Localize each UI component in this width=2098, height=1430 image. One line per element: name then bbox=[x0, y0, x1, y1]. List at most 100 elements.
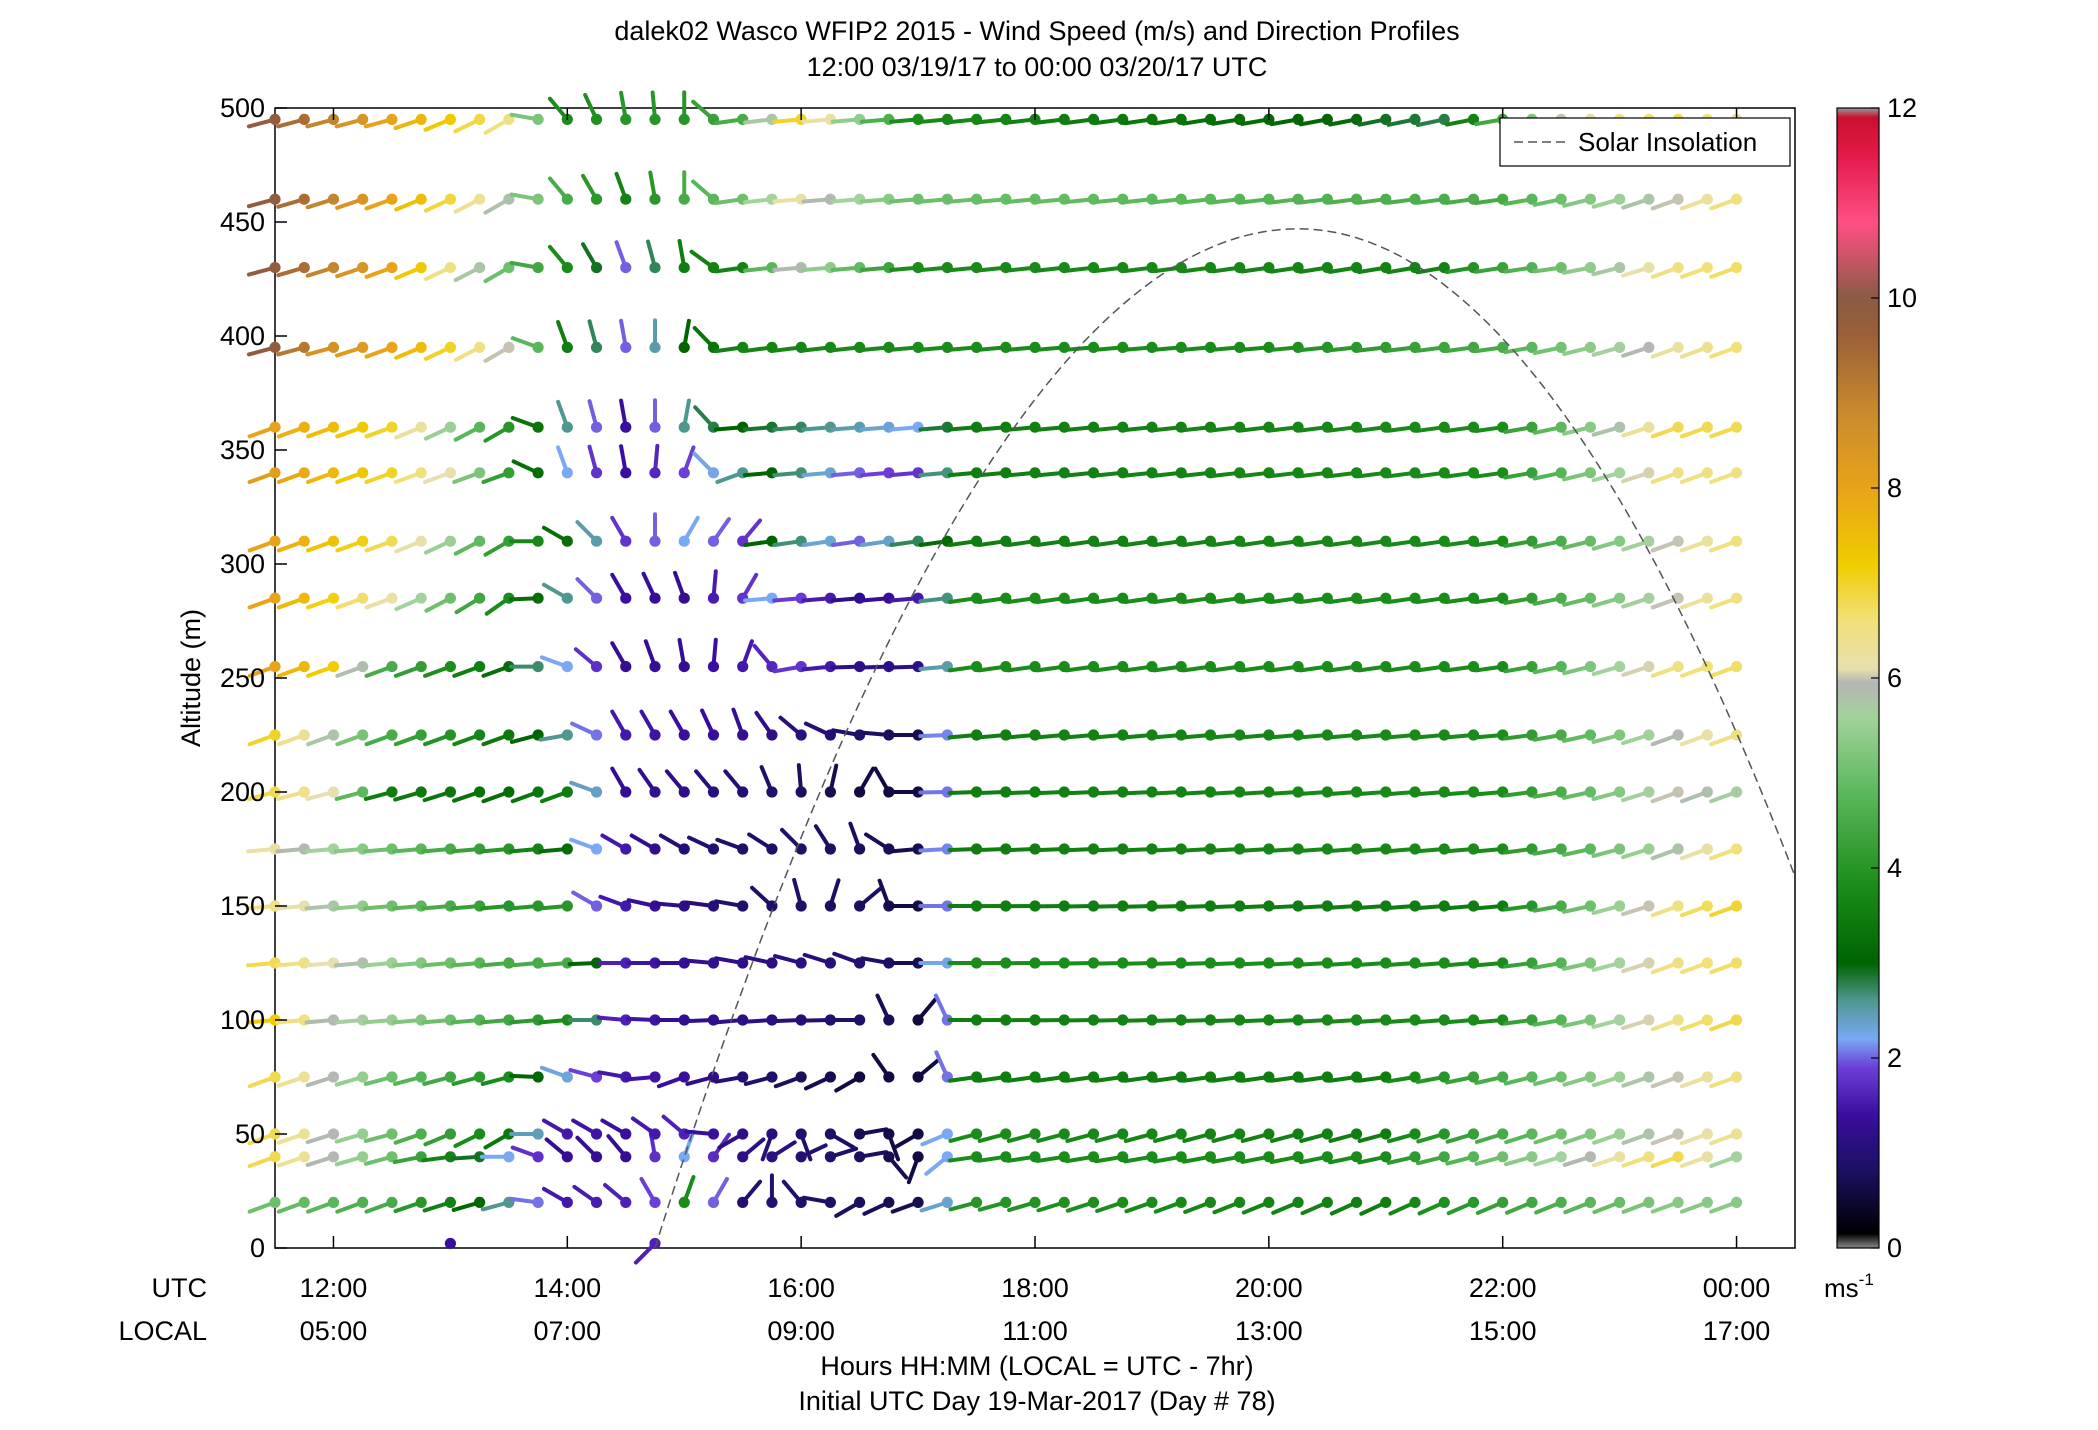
wind-barb-dot bbox=[591, 593, 602, 604]
wind-barb-dot bbox=[1146, 1197, 1157, 1208]
wind-barb-dot bbox=[416, 536, 427, 547]
wind-barb-dot bbox=[1117, 1128, 1128, 1139]
wind-barb-dot bbox=[1585, 422, 1596, 433]
wind-barb-dot bbox=[386, 593, 397, 604]
wind-barb-dot bbox=[1731, 194, 1742, 205]
wind-barb-dot bbox=[649, 262, 660, 273]
wind-barb-dot bbox=[269, 729, 280, 740]
wind-barb-dot bbox=[1614, 729, 1625, 740]
wind-barb-dot bbox=[708, 786, 719, 797]
wind-barb-dot bbox=[679, 422, 690, 433]
wind-barb-dot bbox=[591, 1128, 602, 1139]
wind-barb-dot bbox=[942, 1197, 953, 1208]
wind-barb-dot bbox=[620, 467, 631, 478]
wind-barb-dot bbox=[562, 536, 573, 547]
wind-barb-dot bbox=[737, 1128, 748, 1139]
wind-barb-dot bbox=[1556, 1071, 1567, 1082]
wind-barb-dot bbox=[1672, 957, 1683, 968]
wind-barb-dot bbox=[503, 1151, 514, 1162]
wind-barb-dot bbox=[1409, 1128, 1420, 1139]
wind-barb-dot bbox=[299, 114, 310, 125]
colorbar-tick-label: 10 bbox=[1887, 283, 1917, 313]
wind-barb-dot bbox=[269, 114, 280, 125]
wind-barb-dot bbox=[1614, 1071, 1625, 1082]
wind-barb-dot bbox=[620, 1128, 631, 1139]
wind-barb-dot bbox=[1672, 1014, 1683, 1025]
wind-barb-dot bbox=[708, 1197, 719, 1208]
wind-barb-dot bbox=[1614, 957, 1625, 968]
wind-barb-dot bbox=[1556, 536, 1567, 547]
colorbar-unit-exponent: -1 bbox=[1859, 1270, 1874, 1289]
wind-barb-dot bbox=[620, 729, 631, 740]
wind-barb-dot bbox=[416, 342, 427, 353]
wind-barb-dot bbox=[1497, 1071, 1508, 1082]
wind-barb-dot bbox=[357, 262, 368, 273]
wind-barb-dot bbox=[1643, 593, 1654, 604]
wind-barb-dot bbox=[766, 1151, 777, 1162]
wind-barb-dot bbox=[474, 1197, 485, 1208]
wind-barb-dot bbox=[679, 262, 690, 273]
wind-barb-dot bbox=[679, 114, 690, 125]
wind-barb-dot bbox=[328, 593, 339, 604]
wind-barb-dot bbox=[503, 467, 514, 478]
wind-barb-dot bbox=[1088, 1128, 1099, 1139]
wind-barb-dot bbox=[766, 957, 777, 968]
wind-barb-dot bbox=[708, 593, 719, 604]
wind-barb-dot bbox=[591, 843, 602, 854]
wind-barb-dot bbox=[269, 1071, 280, 1082]
wind-barb-dot bbox=[591, 729, 602, 740]
wind-barb-dot bbox=[416, 661, 427, 672]
wind-barb-dot bbox=[591, 536, 602, 547]
wind-barb-dot bbox=[328, 422, 339, 433]
wind-barb-dot bbox=[1439, 1151, 1450, 1162]
wind-barb-dot bbox=[649, 194, 660, 205]
wind-barb-dot bbox=[649, 422, 660, 433]
colorbar-tick-label: 12 bbox=[1887, 93, 1917, 123]
wind-barb-dot bbox=[416, 467, 427, 478]
wind-barb-dot bbox=[357, 661, 368, 672]
wind-barb-dot bbox=[883, 1151, 894, 1162]
wind-barb-dot bbox=[649, 661, 660, 672]
wind-barb-dot bbox=[299, 422, 310, 433]
wind-barb-dot bbox=[445, 422, 456, 433]
wind-barb-dot bbox=[912, 1197, 923, 1208]
wind-barb-dot bbox=[328, 342, 339, 353]
wind-barb-dot bbox=[474, 661, 485, 672]
wind-barb-dot bbox=[1672, 342, 1683, 353]
wind-barb-dot bbox=[1731, 786, 1742, 797]
wind-barb-dot bbox=[649, 786, 660, 797]
wind-barb-dot bbox=[416, 194, 427, 205]
wind-barb-dot bbox=[1556, 1197, 1567, 1208]
wind-barb-dot bbox=[445, 194, 456, 205]
wind-barb-dot bbox=[269, 262, 280, 273]
wind-barb-dot bbox=[766, 1197, 777, 1208]
wind-barb-dot bbox=[474, 422, 485, 433]
wind-barb-dot bbox=[357, 194, 368, 205]
wind-barb-dot bbox=[1234, 1128, 1245, 1139]
wind-barb-dot bbox=[1556, 661, 1567, 672]
wind-barb-dot bbox=[416, 1071, 427, 1082]
wind-barb-dot bbox=[1263, 1128, 1274, 1139]
y-tick-label: 350 bbox=[220, 435, 265, 465]
x-tick-label-local: 17:00 bbox=[1703, 1316, 1771, 1346]
wind-barb-dot bbox=[562, 422, 573, 433]
wind-barb-dot bbox=[591, 900, 602, 911]
wind-barb-dot bbox=[1526, 1128, 1537, 1139]
wind-barb-dot bbox=[1614, 194, 1625, 205]
wind-barb-dot bbox=[1380, 1197, 1391, 1208]
wind-barb-dot bbox=[1672, 786, 1683, 797]
wind-barb-dot bbox=[328, 467, 339, 478]
wind-barb-dot bbox=[299, 536, 310, 547]
wind-barb-dot bbox=[474, 729, 485, 740]
y-tick-label: 100 bbox=[220, 1005, 265, 1035]
wind-barb-dot bbox=[1526, 1151, 1537, 1162]
wind-barb-dot bbox=[591, 262, 602, 273]
wind-barb-dot bbox=[825, 1071, 836, 1082]
wind-barb-dot bbox=[1468, 1151, 1479, 1162]
wind-barb-dot bbox=[562, 661, 573, 672]
wind-barb-dot bbox=[825, 1128, 836, 1139]
wind-barb-dot bbox=[386, 786, 397, 797]
y-axis-label: Altitude (m) bbox=[176, 609, 206, 747]
wind-barb-dot bbox=[299, 1197, 310, 1208]
wind-barb-dot bbox=[1117, 1197, 1128, 1208]
